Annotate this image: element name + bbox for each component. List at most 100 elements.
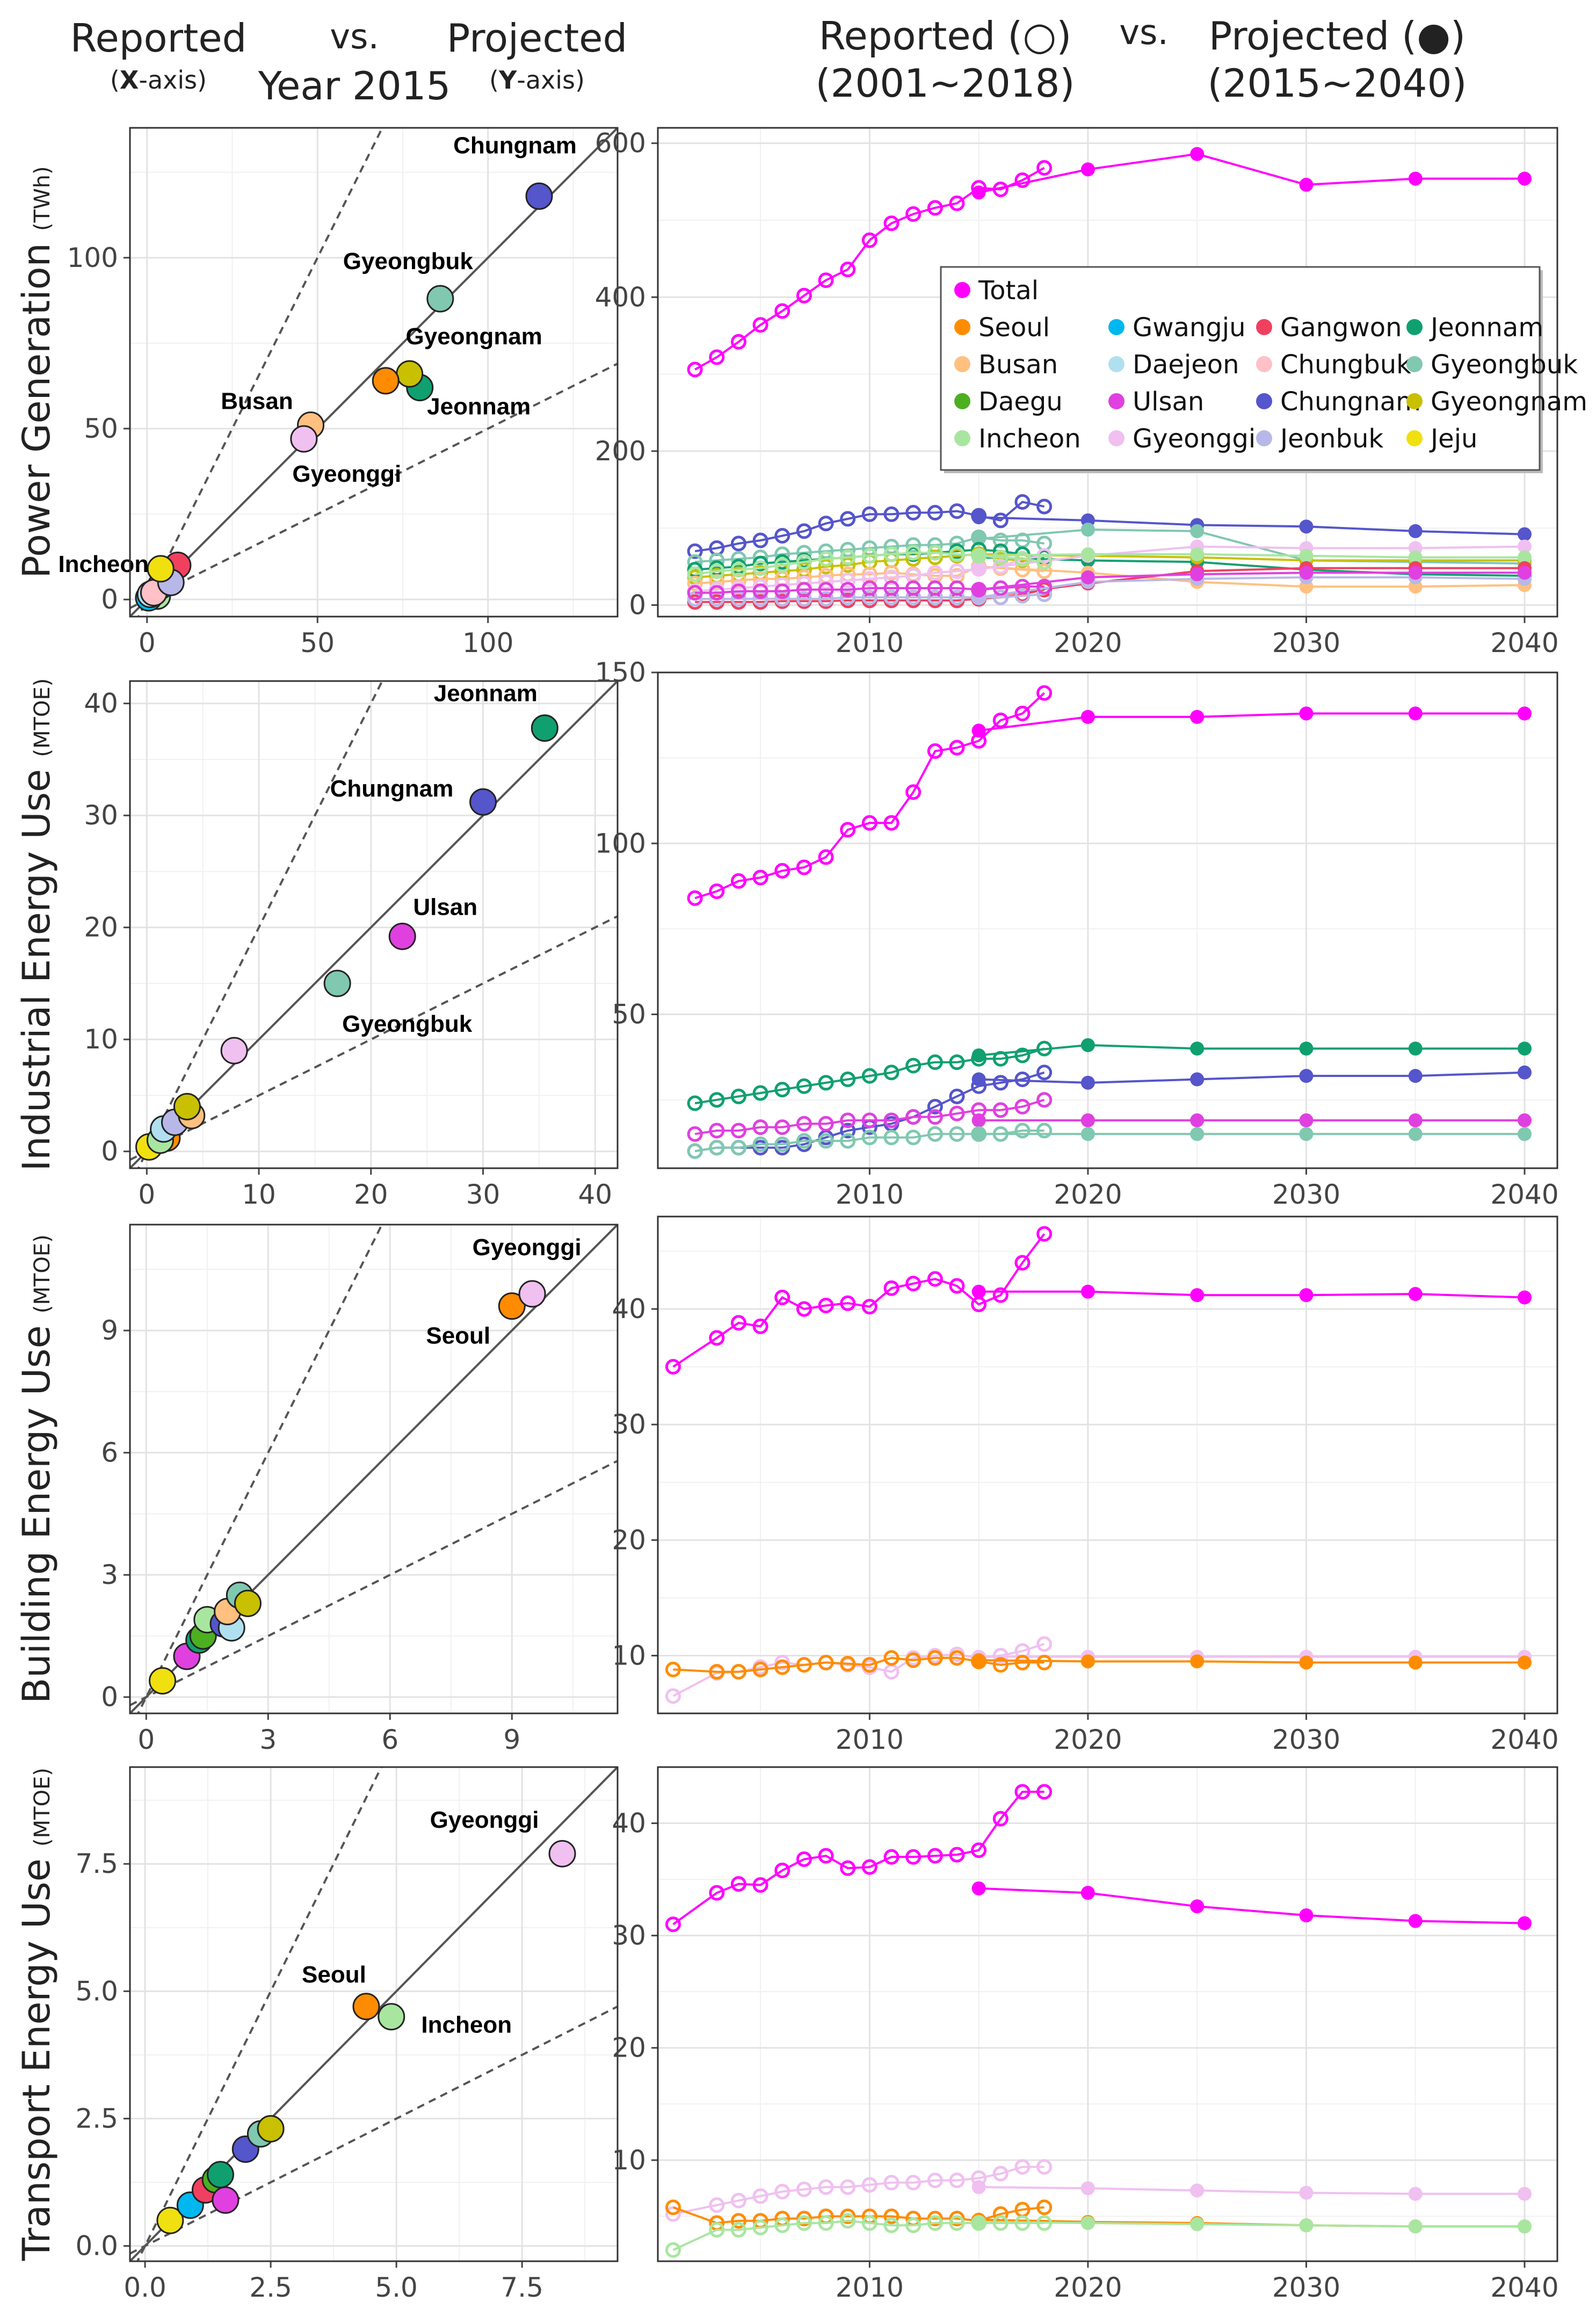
- point-gyeongnam: [257, 2115, 285, 2143]
- projected-point: [1299, 2218, 1314, 2233]
- projected-point: [1518, 2187, 1532, 2201]
- projected-line: [978, 529, 1525, 565]
- reference-line-slope-2: [137, 128, 384, 617]
- x-tick-label: 2010: [836, 627, 904, 658]
- y-tick-label: 0: [101, 1136, 118, 1167]
- reported-point: [949, 546, 965, 562]
- x-tick-label: 100: [462, 627, 513, 658]
- legend-swatch-gyeongbuk: [1406, 356, 1423, 372]
- projected-point: [1080, 1075, 1095, 1090]
- reported-point: [752, 317, 768, 333]
- reported-point: [905, 1109, 922, 1125]
- series: [665, 1226, 1532, 1704]
- reported-point: [687, 361, 703, 378]
- y-axis-label: Transport Energy Use (MTOE): [14, 1768, 59, 2261]
- reported-point: [687, 585, 703, 601]
- left-header-reported: Reported: [70, 16, 247, 61]
- reported-point: [774, 557, 790, 573]
- reported-point: [992, 1075, 1009, 1091]
- point-jeonnam: [206, 2161, 234, 2189]
- reported-point: [949, 503, 965, 519]
- series-gyeongbuk: [687, 1123, 1532, 1159]
- reported-point: [1036, 2199, 1053, 2216]
- reported-point: [992, 1102, 1009, 1118]
- reported-point: [665, 2242, 681, 2258]
- reported-point: [1036, 160, 1053, 176]
- reported-point: [709, 552, 725, 568]
- projected-point: [1080, 523, 1095, 537]
- point-label-gyeonggi: Gyeonggi: [430, 1807, 539, 1833]
- reported-point: [665, 1916, 681, 1933]
- projected-point: [1190, 1041, 1205, 1056]
- scatter-points: [135, 182, 553, 612]
- projected-point: [971, 185, 986, 200]
- y-tick-label: 20: [612, 2032, 646, 2064]
- reported-point: [927, 545, 943, 561]
- y-axis-label: Power Generation (TWh): [14, 166, 59, 578]
- reported-point: [709, 2221, 725, 2238]
- reported-point: [796, 859, 812, 875]
- point-label-incheon: Incheon: [421, 2012, 512, 2038]
- y-tick-label: 20: [84, 912, 118, 943]
- reported-point: [730, 1140, 746, 1156]
- point-gyeonggi: [290, 425, 318, 453]
- reference-line-slope-1: [130, 681, 618, 1168]
- reported-point: [730, 1876, 746, 1892]
- x-tick-label: 2020: [1054, 2272, 1122, 2303]
- scatter-frame: [129, 127, 619, 618]
- point-label-incheon: Incheon: [58, 551, 149, 577]
- reported-point: [861, 1068, 877, 1084]
- point-jeju: [156, 2206, 184, 2234]
- reported-point: [861, 506, 877, 522]
- projected-point: [1408, 1914, 1423, 1928]
- point-gyeongnam: [396, 360, 424, 388]
- reported-point: [818, 1075, 834, 1091]
- reference-line-slope-0.5: [130, 1460, 618, 1706]
- reference-lines: [130, 1767, 618, 2261]
- projected-point: [971, 1113, 986, 1127]
- reported-point: [840, 2179, 856, 2195]
- y-axis-label-text: Building Energy Use: [14, 1313, 59, 1704]
- reported-point: [774, 863, 790, 879]
- reported-point: [796, 2181, 812, 2197]
- y-tick-label: 0: [629, 590, 646, 621]
- reported-point: [730, 591, 746, 607]
- reported-point: [883, 506, 899, 522]
- projected-point: [1299, 1113, 1314, 1127]
- reported-point: [796, 1301, 812, 1317]
- point-label-gyeonggi: Gyeonggi: [473, 1234, 582, 1261]
- y-tick-label: 6: [101, 1437, 118, 1468]
- reported-point: [752, 555, 768, 571]
- projected-point: [1080, 2181, 1095, 2196]
- reported-point: [1014, 705, 1031, 721]
- reported-point: [730, 2192, 746, 2209]
- point-gyeongnam: [173, 1092, 201, 1120]
- reported-point: [1036, 1123, 1053, 1139]
- reported-point: [927, 200, 943, 216]
- projected-point: [1190, 2217, 1205, 2231]
- projected-point: [1408, 1113, 1423, 1127]
- projected-symbol: ●: [1417, 13, 1450, 59]
- reported-point: [730, 535, 746, 552]
- reported-point: [730, 334, 746, 350]
- projected-point: [971, 582, 986, 597]
- reported-point: [818, 582, 834, 598]
- reported-point: [927, 1848, 943, 1864]
- reported-point: [730, 551, 746, 567]
- legend-label-ulsan: Ulsan: [1133, 387, 1204, 417]
- reported-point: [1036, 586, 1053, 602]
- reported-point: [883, 1280, 899, 1296]
- reported-point: [818, 1133, 834, 1149]
- reported-point: [927, 2211, 943, 2227]
- reported-point: [796, 523, 812, 539]
- x-tick-label: 40: [578, 1179, 612, 1210]
- reported-point: [665, 1661, 681, 1677]
- legend-swatch-gwangju: [1108, 319, 1125, 335]
- reported-point: [840, 1071, 856, 1087]
- projected-point: [971, 562, 986, 576]
- reported-point: [949, 1105, 965, 1121]
- reported-point: [861, 1130, 877, 1146]
- reported-point: [992, 182, 1009, 198]
- y-tick-label: 150: [595, 657, 646, 688]
- projected-point: [1408, 2187, 1423, 2201]
